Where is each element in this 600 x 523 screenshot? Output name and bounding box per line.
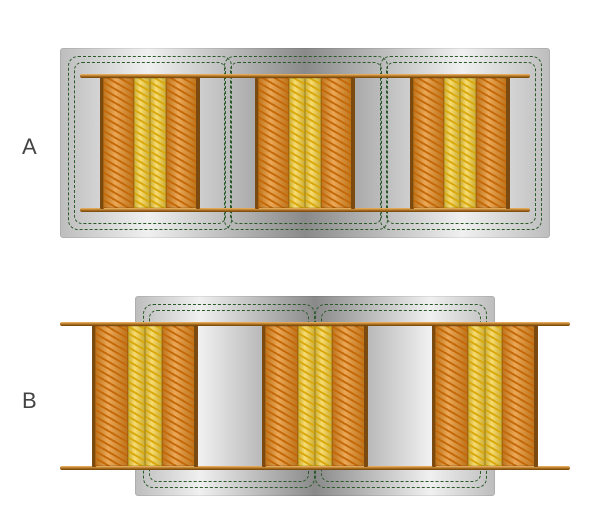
coil-inner (485, 326, 502, 466)
bobbin-rod (60, 466, 570, 470)
coil-outer (258, 78, 289, 208)
coil-inner (468, 326, 485, 466)
panel-b (60, 296, 545, 498)
coil-inner (289, 78, 305, 208)
coil-end-cap (196, 77, 200, 209)
coil-end-cap (364, 325, 368, 467)
panel-a (60, 48, 600, 240)
coil-end-cap (194, 325, 198, 467)
coil-outer (321, 78, 352, 208)
coil-inner (298, 326, 315, 466)
coil-outer (413, 78, 444, 208)
coil-outer (332, 326, 365, 466)
coil-outer (435, 326, 468, 466)
coil-inner (315, 326, 332, 466)
label-a: A (22, 134, 37, 160)
coil-outer (95, 326, 128, 466)
coil-end-cap (534, 325, 538, 467)
coil-inner (150, 78, 166, 208)
label-b: B (22, 388, 37, 414)
coil-outer (162, 326, 195, 466)
coil-inner (134, 78, 150, 208)
coil-outer (103, 78, 134, 208)
coil-outer (265, 326, 298, 466)
coil-outer (476, 78, 507, 208)
coil-inner (305, 78, 321, 208)
bobbin-rod (80, 208, 530, 212)
coil-inner (128, 326, 145, 466)
coil-end-cap (351, 77, 355, 209)
coil-inner (145, 326, 162, 466)
coil-inner (444, 78, 460, 208)
coil-outer (166, 78, 197, 208)
coil-end-cap (506, 77, 510, 209)
coil-outer (502, 326, 535, 466)
coil-inner (460, 78, 476, 208)
